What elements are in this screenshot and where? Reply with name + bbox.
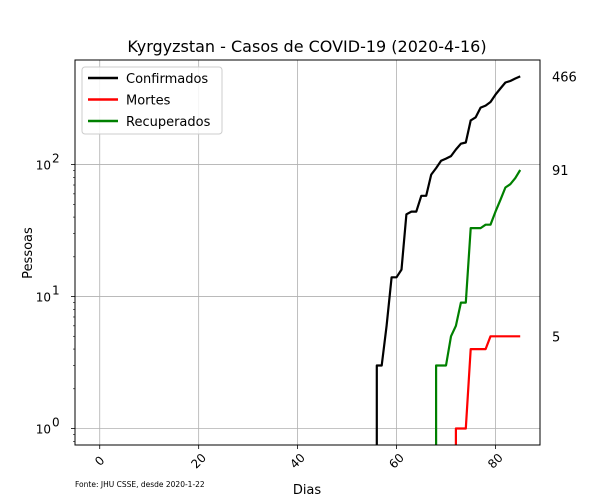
y-tick-exponent-2: 2 [52, 152, 60, 166]
x-tick-label-0: 0 [92, 453, 107, 468]
source-note: Fonte: JHU CSSE, desde 2020-1-22 [75, 480, 205, 489]
end-label-1: 91 [552, 164, 569, 179]
legend: Confirmados Mortes Recuperados [81, 66, 223, 135]
y-tick-label-2: 10 [36, 159, 51, 173]
y-tick-base-1: 10 [36, 291, 51, 305]
x-tick-label-2: 40 [287, 451, 308, 472]
x-tick-label-3: 60 [386, 451, 407, 472]
legend-label-confirmados: Confirmados [126, 72, 208, 87]
x-tick-label-4: 80 [485, 451, 506, 472]
y-axis-label: Pessoas [21, 227, 36, 279]
end-label-0: 466 [552, 70, 577, 85]
y-tick-label-0: 10 [36, 423, 51, 437]
legend-label-recuperados: Recuperados [126, 115, 211, 130]
x-axis: 0 20 40 60 80 [92, 445, 506, 471]
y-tick-base-0: 10 [36, 423, 51, 437]
x-axis-label: Dias [293, 483, 322, 498]
series-line-confirmados [375, 75, 521, 445]
series-line-mortes [454, 335, 521, 445]
y-tick-exponent-0: 0 [52, 416, 60, 430]
chart-title: Kyrgyzstan - Casos de COVID-19 (2020-4-1… [127, 37, 486, 56]
y-tick-label-1: 10 [36, 291, 51, 305]
y-tick-exponent-1: 1 [52, 284, 60, 298]
end-label-2: 5 [552, 330, 560, 345]
legend-box [81, 66, 223, 135]
end-labels: 466 91 5 [552, 70, 577, 345]
y-tick-base-2: 10 [36, 159, 51, 173]
legend-label-mortes: Mortes [126, 94, 171, 109]
plot-area [375, 75, 522, 445]
series-line-recuperados [435, 169, 522, 445]
x-tick-label-1: 20 [188, 451, 209, 472]
plot-frame [74, 59, 541, 446]
